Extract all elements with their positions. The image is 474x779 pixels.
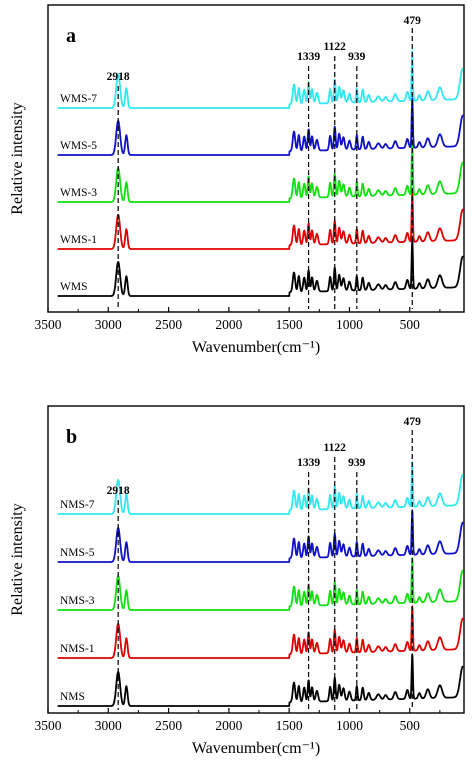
series-line-nms: [57, 653, 464, 707]
peak-label-479: 479: [404, 416, 422, 428]
series-label-nms-7: NMS-7: [60, 499, 95, 511]
x-axis-title: Wavenumber(cm⁻¹): [192, 339, 320, 356]
series-label-nms-1: NMS-1: [60, 643, 95, 655]
panel-letter: b: [66, 426, 77, 448]
series-line-nms-1: [57, 605, 464, 659]
series-label-wms-1: WMS-1: [60, 234, 97, 246]
series-label-nms: NMS: [60, 691, 85, 703]
series-line-nms-5: [57, 509, 464, 563]
peak-label-1122: 1122: [324, 41, 347, 53]
peak-label-2918: 2918: [107, 71, 130, 83]
panel-letter: a: [66, 25, 76, 47]
peak-label-1339: 1339: [297, 457, 320, 469]
series-line-wms-3: [57, 144, 464, 203]
x-tick-label: 3500: [35, 718, 62, 733]
x-tick-label: 1500: [276, 718, 303, 733]
series-label-wms-5: WMS-5: [60, 140, 97, 152]
x-tick-label: 2000: [215, 317, 242, 332]
x-tick-label: 3000: [95, 718, 122, 733]
x-tick-label: 1000: [336, 718, 363, 733]
y-axis-title: Relative intensity: [9, 503, 26, 615]
series-label-wms-3: WMS-3: [60, 187, 97, 199]
plot-frame: [47, 4, 465, 313]
series-line-nms-7: [57, 461, 464, 515]
x-tick-label: 2000: [215, 718, 242, 733]
x-tick-label: 3500: [35, 317, 62, 332]
series-label-nms-5: NMS-5: [60, 547, 95, 559]
series-line-wms-7: [57, 50, 464, 109]
x-tick-label: 500: [400, 317, 421, 332]
y-axis-title: Relative intensity: [9, 102, 26, 214]
x-axis-title: Wavenumber(cm⁻¹): [192, 740, 320, 757]
peak-label-939: 939: [348, 51, 366, 63]
peak-label-1122: 1122: [324, 442, 347, 454]
plot-frame: [47, 405, 465, 714]
x-tick-label: 1000: [336, 317, 363, 332]
series-line-wms: [57, 238, 464, 297]
x-tick-label: 1500: [276, 317, 303, 332]
x-tick-label: 2500: [155, 317, 182, 332]
series-label-nms-3: NMS-3: [60, 595, 95, 607]
peak-label-939: 939: [348, 457, 366, 469]
series-line-nms-3: [57, 557, 464, 611]
series-line-wms-1: [57, 191, 464, 250]
x-tick-label: 3000: [95, 317, 122, 332]
series-label-wms-7: WMS-7: [60, 93, 97, 105]
peak-label-479: 479: [404, 15, 422, 27]
peak-label-2918: 2918: [107, 485, 130, 497]
x-tick-label: 500: [400, 718, 421, 733]
x-tick-label: 2500: [155, 718, 182, 733]
peak-label-1339: 1339: [297, 51, 320, 63]
series-label-wms: WMS: [60, 281, 87, 293]
series-line-wms-5: [57, 97, 464, 156]
